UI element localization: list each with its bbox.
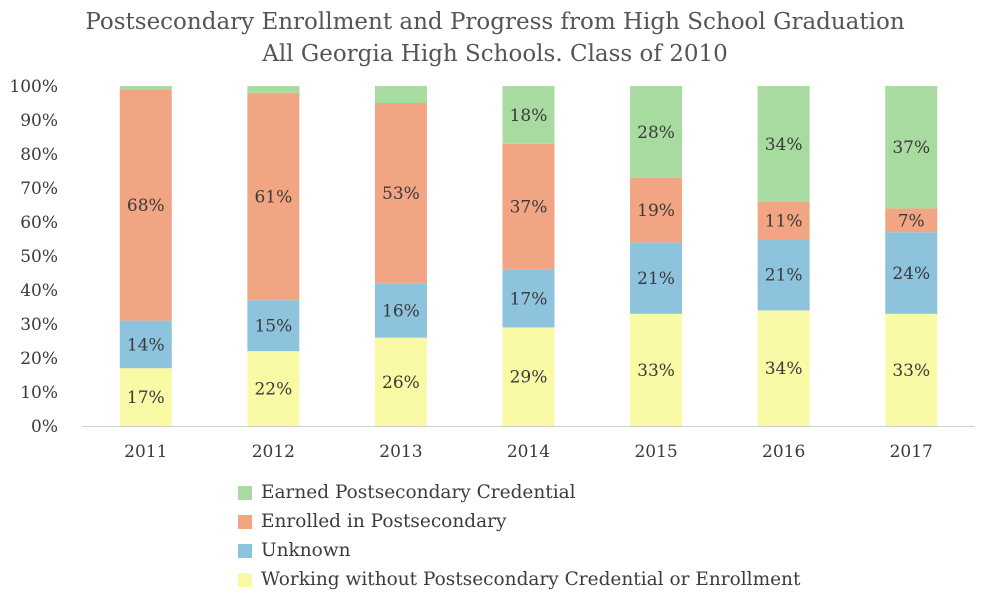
y-tick-label: 90% [20, 111, 58, 131]
legend-item: Earned Postsecondary Credential [238, 478, 800, 507]
legend-swatch [238, 572, 252, 587]
data-label: 19% [637, 201, 675, 221]
bar-segment [247, 86, 300, 93]
data-label: 24% [892, 264, 930, 284]
x-tick-label: 2011 [124, 442, 167, 462]
data-label: 68% [127, 196, 165, 216]
legend-label: Enrolled in Postsecondary [261, 511, 507, 532]
data-label: 16% [382, 301, 420, 321]
y-tick-label: 20% [20, 349, 58, 369]
bar-segment [885, 232, 938, 314]
bar-segment [374, 86, 427, 103]
bar-segment [247, 300, 300, 352]
data-label: 11% [765, 211, 803, 231]
data-label: 18% [510, 106, 548, 126]
y-tick-label: 0% [31, 417, 58, 437]
bar-segment [885, 86, 938, 209]
x-tick-label: 2012 [252, 442, 295, 462]
legend-swatch [238, 514, 252, 529]
legend-swatch [238, 485, 252, 500]
data-label: 21% [637, 269, 675, 289]
chart-title-line-1: Postsecondary Enrollment and Progress fr… [85, 9, 905, 35]
data-label: 33% [637, 361, 675, 381]
stacked-bar-chart: 0% 10% 20% 30% 40% 50% 60% 70% 80% 90% 100% 17% 14% 6… [9, 77, 975, 462]
y-tick-label: 100% [9, 77, 58, 97]
bar-segment [757, 86, 810, 202]
legend-item: Working without Postsecondary Credential… [238, 565, 800, 594]
bar-segment [247, 351, 300, 426]
data-label: 14% [127, 335, 165, 355]
y-tick-label: 50% [20, 247, 58, 267]
x-tick-label: 2016 [762, 442, 805, 462]
bar-segment [247, 92, 300, 301]
bar-segment [630, 242, 683, 314]
data-label: 22% [254, 380, 292, 400]
bar-segment [119, 368, 172, 426]
legend-swatch [238, 543, 252, 558]
data-label: 28% [637, 123, 675, 143]
y-tick-label: 70% [20, 179, 58, 199]
x-tick-label: 2013 [379, 442, 422, 462]
bar-segment [757, 201, 810, 239]
data-label: 33% [892, 361, 930, 381]
chart-title: Postsecondary Enrollment and Progress fr… [0, 6, 990, 70]
y-tick-label: 80% [20, 145, 58, 165]
y-tick-label: 40% [20, 281, 58, 301]
bar-segment [119, 89, 172, 321]
legend-label: Working without Postsecondary Credential… [261, 569, 801, 590]
data-label: 17% [510, 290, 548, 310]
legend-label: Unknown [261, 540, 351, 561]
bar-segment [502, 327, 555, 426]
legend-item: Unknown [238, 536, 800, 565]
data-label: 34% [765, 359, 803, 379]
data-label: 34% [765, 135, 803, 155]
data-label: 37% [510, 198, 548, 218]
legend: Earned Postsecondary Credential Enrolled … [238, 478, 800, 594]
y-tick-label: 10% [20, 383, 58, 403]
legend-item: Enrolled in Postsecondary [238, 507, 800, 536]
bar-segment [502, 143, 555, 270]
bar-segment [630, 177, 683, 243]
bar-segment [502, 86, 555, 144]
data-label: 21% [765, 266, 803, 286]
x-tick-label: 2014 [507, 442, 550, 462]
bar-segment [374, 337, 427, 426]
x-tick-label: 2015 [634, 442, 677, 462]
data-label: 17% [127, 388, 165, 408]
bar-segment [885, 208, 938, 233]
data-label: 7% [898, 211, 925, 231]
bar-segment [502, 269, 555, 328]
legend-label: Earned Postsecondary Credential [261, 482, 576, 503]
x-tick-label: 2017 [890, 442, 933, 462]
bar-segment [630, 313, 683, 426]
data-label: 29% [510, 368, 548, 388]
y-tick-label: 30% [20, 315, 58, 335]
data-label: 37% [892, 138, 930, 158]
bar-segment [119, 320, 172, 369]
bar-segment [630, 86, 683, 178]
bar-segment [374, 283, 427, 338]
bar-segment [757, 310, 810, 426]
bar-segment [757, 239, 810, 311]
chart-title-line-2: All Georgia High Schools. Class of 2010 [262, 41, 728, 67]
data-label: 53% [382, 184, 420, 204]
bar-segment [374, 103, 427, 284]
data-label: 15% [254, 317, 292, 337]
bar-segment [119, 86, 172, 90]
bar-segment [885, 313, 938, 426]
y-tick-label: 60% [20, 213, 58, 233]
data-label: 26% [382, 373, 420, 393]
data-label: 61% [254, 188, 292, 208]
